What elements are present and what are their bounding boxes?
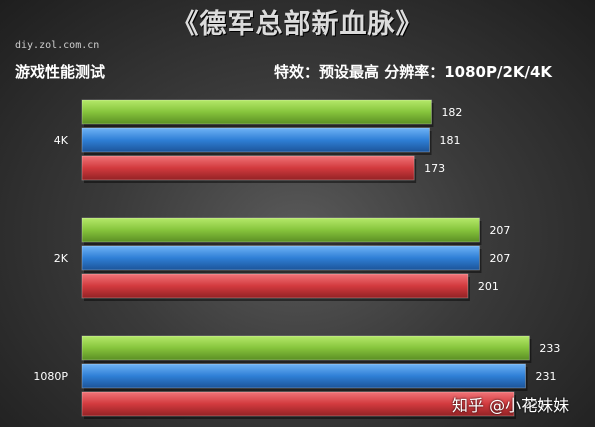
settings-label: 特效：预设最高 分辨率：1080P/2K/4K <box>274 63 553 81</box>
data-label: 173 <box>424 162 445 175</box>
data-label: 233 <box>539 342 560 355</box>
source-label: diy.zol.com.cn <box>15 40 100 51</box>
data-label: 207 <box>489 224 510 237</box>
category-label: 2K <box>54 252 69 265</box>
chart-title: 《德军总部新血脉》 <box>171 9 424 40</box>
bar-green-1080p <box>81 335 530 361</box>
bar-blue-1080p <box>81 363 526 389</box>
data-label: 182 <box>441 106 462 119</box>
bar-red-1080p <box>81 391 515 417</box>
data-label: 225 <box>524 398 545 411</box>
bar-red-4k <box>81 155 415 181</box>
bar-blue-2k <box>81 245 480 271</box>
chart-subtitle: 游戏性能测试 <box>15 63 106 81</box>
data-label: 231 <box>536 370 557 383</box>
bar-green-2k <box>81 217 480 243</box>
bar-red-2k <box>81 273 469 299</box>
bar-green-4k <box>81 99 432 125</box>
data-label: 207 <box>489 252 510 265</box>
data-label: 181 <box>440 134 461 147</box>
category-label: 1080P <box>33 370 68 383</box>
category-label: 4K <box>54 134 69 147</box>
bar-blue-4k <box>81 127 430 153</box>
data-label: 201 <box>478 280 499 293</box>
watermark: 知乎 @小花妹妹 <box>452 396 570 415</box>
